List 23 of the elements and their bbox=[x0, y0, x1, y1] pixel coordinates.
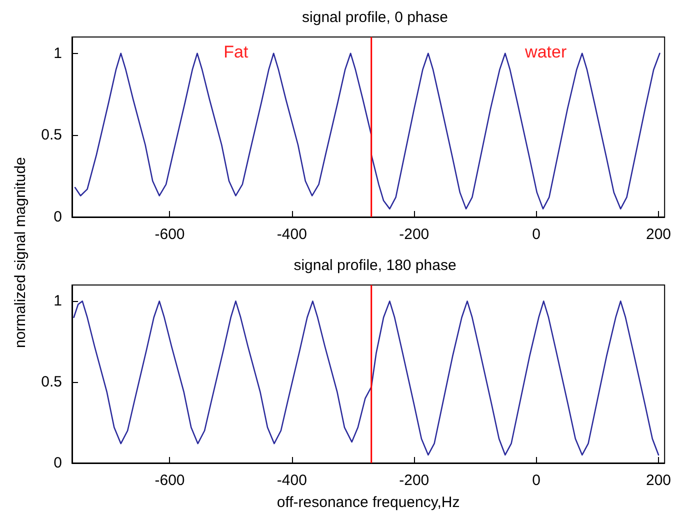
annotation: water bbox=[524, 42, 567, 62]
line-series bbox=[73, 300, 660, 456]
x-tick-label: -200 bbox=[399, 226, 430, 243]
chart-title: signal profile, 180 phase bbox=[294, 257, 456, 274]
x-tick-label: -400 bbox=[276, 472, 307, 489]
y-axis-title: normalized signal magnitude bbox=[12, 156, 29, 348]
x-tick-label: -400 bbox=[276, 226, 307, 243]
x-axis-title: off-resonance frequency,Hz bbox=[276, 494, 460, 511]
y-tick-label: 0 bbox=[54, 454, 62, 472]
y-tick-label: 1 bbox=[54, 292, 62, 310]
x-tick-label: 200 bbox=[646, 226, 671, 243]
x-tick-label: 0 bbox=[532, 472, 540, 489]
y-tick-label: 0.5 bbox=[41, 374, 62, 391]
x-tick-label: -200 bbox=[399, 472, 430, 489]
x-tick-label: 0 bbox=[532, 226, 540, 243]
x-tick-label: -600 bbox=[154, 226, 185, 243]
y-tick-label: 1 bbox=[54, 44, 62, 62]
chart-title: signal profile, 0 phase bbox=[302, 9, 448, 26]
x-tick-label: 200 bbox=[646, 472, 671, 489]
annotation: Fat bbox=[224, 42, 248, 62]
y-tick-label: 0.5 bbox=[41, 126, 62, 144]
x-tick-label: -600 bbox=[154, 472, 185, 489]
y-tick-label: 0 bbox=[54, 208, 62, 226]
